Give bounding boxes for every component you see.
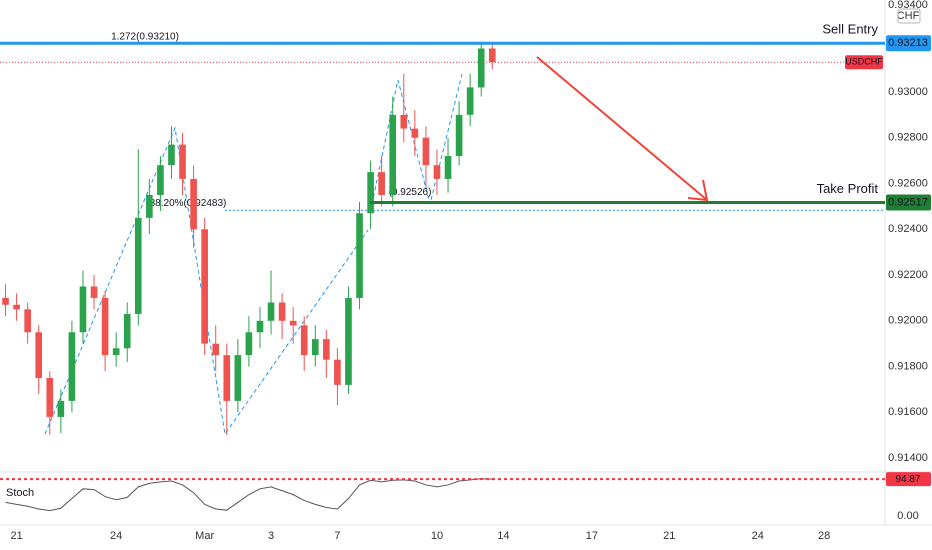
candle-body xyxy=(334,359,341,385)
candle-body xyxy=(466,87,474,115)
stoch-value-box xyxy=(886,472,931,487)
candle-body xyxy=(24,309,31,333)
candle-body xyxy=(311,339,319,356)
stoch-name: Stoch xyxy=(6,487,34,499)
candle-body xyxy=(488,48,496,63)
level-name: Sell Entry xyxy=(822,22,878,37)
level-price-label: 0.93213 xyxy=(888,37,928,49)
candle-body xyxy=(234,355,242,401)
candle-body xyxy=(256,320,264,333)
candle-body xyxy=(378,172,385,195)
candle-body xyxy=(212,343,220,356)
y-tick-label: 0.92000 xyxy=(888,315,928,327)
x-tick-label: 17 xyxy=(586,530,598,542)
y-tick-label: 0.93000 xyxy=(888,86,928,98)
x-tick-label: 10 xyxy=(431,530,443,542)
x-tick-label: 21 xyxy=(663,530,675,542)
fib-label: 38.20%(0.92483) xyxy=(150,198,227,209)
candle-body xyxy=(179,144,186,179)
candle-body xyxy=(345,297,352,385)
candle-body xyxy=(101,297,109,356)
fib-pattern xyxy=(44,73,463,436)
candle-body xyxy=(400,114,408,129)
candle-body xyxy=(112,348,120,356)
stoch-line xyxy=(5,478,493,512)
candle-body xyxy=(411,128,419,138)
candle-body xyxy=(245,332,253,356)
candle-body xyxy=(323,339,330,360)
x-tick-label: 24 xyxy=(752,530,764,542)
candle-body xyxy=(57,400,65,417)
candle-body xyxy=(201,229,208,344)
arrow xyxy=(536,56,709,202)
y-tick-label: 0.93400 xyxy=(888,0,928,11)
candle-body xyxy=(2,297,9,305)
arrow-shaft xyxy=(536,56,708,201)
level-name: Take Profit xyxy=(817,181,879,196)
y-tick-label: 0.92800 xyxy=(888,132,928,144)
candle-body xyxy=(223,355,231,401)
candle-body xyxy=(422,137,430,166)
level-price-box xyxy=(886,35,931,52)
y-tick-label: 0.91800 xyxy=(888,360,928,372)
fib-zigzag xyxy=(371,73,463,205)
x-tick-label: Mar xyxy=(195,530,214,542)
stoch-tick-label: 0.00 xyxy=(897,510,918,522)
candle-body xyxy=(190,178,197,230)
candle-body xyxy=(356,213,363,298)
y-tick-label: 0.92200 xyxy=(888,269,928,281)
currency-label: CHF xyxy=(897,10,920,22)
level-price-label: 0.92517 xyxy=(888,196,928,208)
y-tick-label: 0.91600 xyxy=(888,406,928,418)
x-tick-label: 24 xyxy=(110,530,122,542)
candle-body xyxy=(35,332,43,379)
candle-body xyxy=(146,194,153,218)
candle-body xyxy=(278,302,286,321)
level-price-box xyxy=(886,194,931,211)
candle-body xyxy=(289,320,297,326)
candle-body xyxy=(123,313,131,349)
x-tick-label: 7 xyxy=(334,530,340,542)
fib-label: 1.272(0.93210) xyxy=(111,32,179,43)
symbol-label: USDCHF xyxy=(845,57,883,67)
currency-box xyxy=(897,8,921,24)
candle-body xyxy=(477,48,485,88)
arrow-head xyxy=(687,179,709,202)
annotation: (0.92526) xyxy=(389,187,432,198)
x-tick-label: 21 xyxy=(10,530,22,542)
y-tick-label: 0.91400 xyxy=(888,452,928,464)
candle-body xyxy=(455,114,463,157)
candle-body xyxy=(68,332,76,401)
x-tick-label: 3 xyxy=(268,530,274,542)
candle-body xyxy=(367,172,374,214)
candle-body xyxy=(157,165,164,195)
x-tick-label: 28 xyxy=(818,530,830,542)
candle-body xyxy=(90,286,98,298)
candle-body xyxy=(444,156,452,179)
candle-body xyxy=(389,114,397,195)
y-tick-label: 0.92400 xyxy=(888,223,928,235)
candle-body xyxy=(433,165,441,179)
candle-body xyxy=(168,144,175,166)
x-tick-label: 14 xyxy=(497,530,509,542)
candle-body xyxy=(79,286,87,333)
y-tick-label: 0.92600 xyxy=(888,177,928,189)
candle-body xyxy=(13,304,20,310)
candle-body xyxy=(46,378,54,417)
candle-body xyxy=(134,217,142,314)
symbol-box xyxy=(845,55,883,70)
candle-body xyxy=(267,302,275,321)
candle-body xyxy=(300,325,308,356)
stoch-value-label: 94.87 xyxy=(895,474,920,485)
